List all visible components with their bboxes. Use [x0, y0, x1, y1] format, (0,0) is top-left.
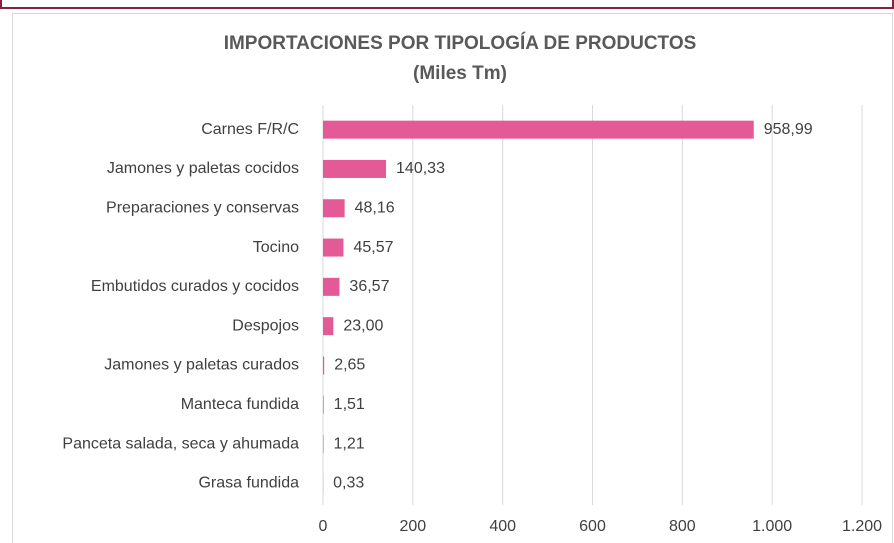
x-tick-label: 200: [399, 518, 426, 535]
data-label: 36,57: [349, 278, 389, 295]
y-tick-label: Jamones y paletas cocidos: [107, 160, 299, 177]
y-tick-label: Grasa fundida: [198, 475, 299, 492]
x-tick-label: 1.200: [842, 518, 882, 535]
y-tick-label: Embutidos curados y cocidos: [91, 278, 299, 295]
data-label: 48,16: [355, 199, 395, 216]
x-tick-label: 600: [579, 518, 606, 535]
y-tick-label: Preparaciones y conservas: [106, 199, 299, 216]
bar: [323, 238, 344, 257]
chart-title: IMPORTACIONES POR TIPOLOGÍA DE PRODUCTOS: [224, 32, 697, 54]
chart-frame: [12, 13, 893, 543]
bar: [323, 159, 387, 178]
y-tick-label: Despojos: [232, 317, 299, 334]
y-tick-label: Manteca fundida: [181, 396, 299, 413]
data-label: 140,33: [396, 160, 445, 177]
outer-frame: [0, 0, 894, 9]
y-tick-label: Tocino: [253, 239, 299, 256]
data-label: 0,33: [333, 475, 364, 492]
x-tick-label: 800: [669, 518, 696, 535]
bar: [323, 317, 334, 336]
data-label: 1,21: [334, 435, 365, 452]
x-tick-label: 400: [489, 518, 516, 535]
data-label: 45,57: [353, 239, 393, 256]
bar: [323, 277, 340, 296]
bar: [323, 395, 324, 414]
y-tick-label: Carnes F/R/C: [201, 121, 299, 138]
data-label: 2,65: [334, 357, 365, 374]
bar: [323, 199, 345, 218]
data-label: 958,99: [764, 121, 813, 138]
chart-subtitle: (Miles Tm): [413, 63, 507, 84]
y-tick-label: Jamones y paletas curados: [104, 357, 299, 374]
bar: [323, 435, 324, 454]
y-tick-label: Panceta salada, seca y ahumada: [62, 435, 299, 452]
bar: [323, 120, 754, 139]
data-label: 1,51: [334, 396, 365, 413]
data-label: 23,00: [343, 317, 383, 334]
x-tick-label: 1.000: [752, 518, 792, 535]
bar: [323, 356, 325, 375]
x-tick-label: 0: [319, 518, 328, 535]
